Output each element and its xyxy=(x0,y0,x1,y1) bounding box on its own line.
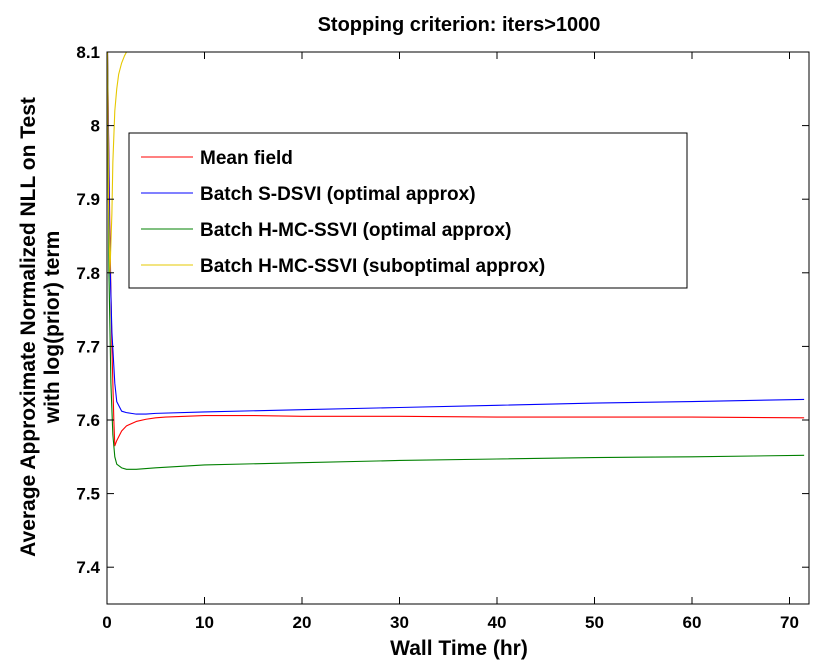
legend: Mean field Batch S-DSVI (optimal approx) B… xyxy=(128,132,688,289)
series-line-4 xyxy=(107,52,127,274)
axis-ticks: 0 10 20 30 40 50 60 70 7.4 7.5 7.6 7.7 7.8 7.9 8 8.1 xyxy=(76,43,809,632)
y-axis-label-line-2: with log(prior) term xyxy=(41,231,64,425)
x-tick-label: 0 xyxy=(102,613,111,632)
x-axis-label: Wall Time (hr) xyxy=(390,637,528,660)
series-layer xyxy=(107,52,805,470)
x-tick-label: 50 xyxy=(585,613,604,632)
legend-label-2: Batch S-DSVI (optimal approx) xyxy=(200,184,476,205)
legend-box xyxy=(128,132,688,289)
y-tick-label: 7.8 xyxy=(76,264,100,283)
legend-label-3: Batch H-MC-SSVI (optimal approx) xyxy=(200,220,511,241)
y-axis-label-line-1: Average Approximate Normalized NLL on Te… xyxy=(17,97,40,557)
x-tick-label: 30 xyxy=(390,613,409,632)
x-tick-label: 20 xyxy=(293,613,312,632)
y-tick-label: 8.1 xyxy=(76,43,100,62)
series-line-3 xyxy=(107,52,805,470)
plot-area-frame xyxy=(106,51,810,605)
x-tick-label: 60 xyxy=(683,613,702,632)
y-tick-label: 8 xyxy=(91,117,100,136)
legend-label-1: Mean field xyxy=(200,148,293,169)
series-line-1 xyxy=(107,52,805,447)
y-tick-label: 7.5 xyxy=(76,485,100,504)
y-axis-label: Average Approximate Normalized NLL on Te… xyxy=(17,97,64,557)
y-tick-label: 7.7 xyxy=(76,337,100,356)
legend-label-4: Batch H-MC-SSVI (suboptimal approx) xyxy=(200,256,545,277)
series-line-2 xyxy=(107,52,805,415)
x-tick-label: 10 xyxy=(195,613,214,632)
y-tick-label: 7.6 xyxy=(76,411,100,430)
x-tick-label: 40 xyxy=(488,613,507,632)
y-tick-label: 7.4 xyxy=(76,558,100,577)
y-tick-label: 7.9 xyxy=(76,190,100,209)
x-tick-label: 70 xyxy=(780,613,799,632)
chart-title: Stopping criterion: iters>1000 xyxy=(318,14,601,36)
